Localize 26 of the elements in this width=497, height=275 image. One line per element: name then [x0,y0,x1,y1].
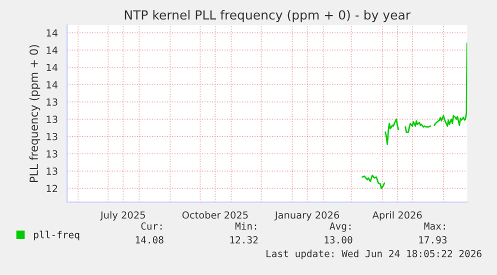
y-tick-label: 14 [46,64,58,72]
text: Last update: Wed Jun 24 18:05:22 2026 [266,250,482,260]
y-tick-label: 13 [46,98,58,106]
y-axis-title: PLL frequency (ppm + 0) [29,45,40,182]
text: Cur: [141,222,162,230]
y-tick-label: 14 [46,46,58,54]
chart-title: NTP kernel PLL frequency (ppm + 0) - by year [124,10,411,22]
text: 13.00 [324,236,352,244]
text: Avg: [330,222,351,232]
x-tick-label: April 2026 [372,211,422,221]
y-tick-label: 13 [46,168,58,175]
text: Max: [424,222,445,230]
y-tick-label: 13 [46,150,58,158]
text: 14.08 [136,236,164,244]
y-tick-label: 12 [46,184,58,192]
text: 17.93 [419,236,447,244]
y-tick-label: 13 [46,116,58,124]
text: 12.32 [230,236,258,244]
x-tick-label: October 2025 [182,211,248,219]
text: Min: [235,222,256,230]
y-tick-label: 13 [46,132,58,140]
x-tick-label: January 2026 [274,211,340,221]
legend-label: pll-freq [34,230,80,240]
x-tick-label: July 2025 [100,211,145,221]
y-tick-label: 14 [46,29,58,36]
y-tick-label: 14 [46,81,58,88]
